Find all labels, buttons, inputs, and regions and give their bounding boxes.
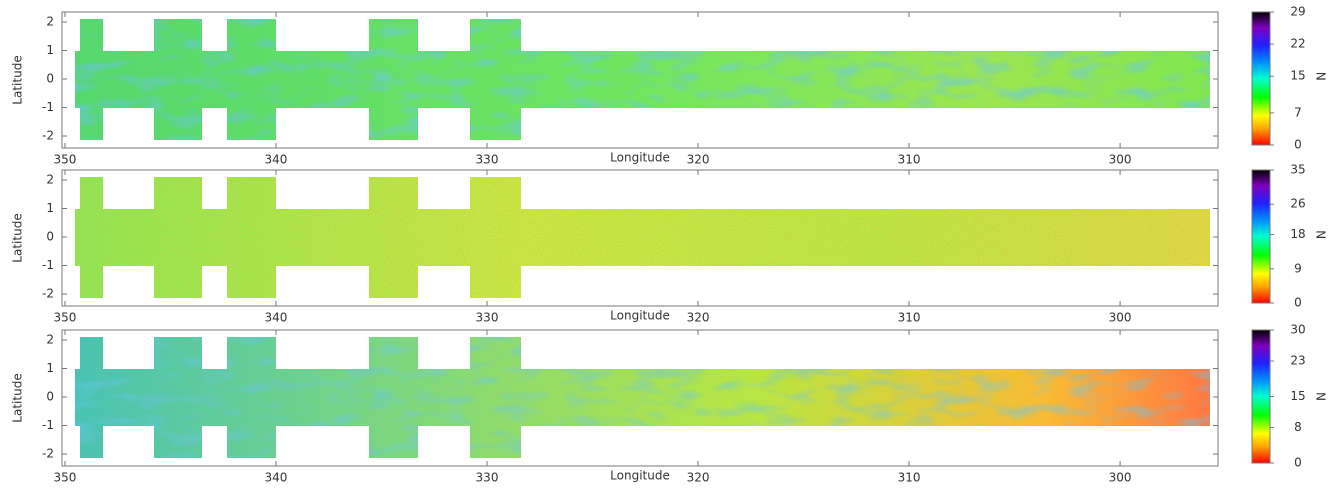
y-tick-label: -1 <box>42 100 54 114</box>
x-tick-label: 340 <box>265 471 288 485</box>
panel: 350 340 330 320 310 300-2-1012LongitudeLatitu… <box>11 163 1329 325</box>
colorbar-tick-label: 35 <box>1290 163 1305 177</box>
density-map <box>75 19 1210 140</box>
map-noise <box>75 177 1210 298</box>
y-tick-label: 1 <box>46 43 54 57</box>
density-map <box>75 177 1210 298</box>
x-tick-label: 330 <box>476 153 499 167</box>
y-axis-label: Latitude <box>11 373 25 422</box>
y-tick-label: -1 <box>42 418 54 432</box>
x-tick-label: 350 <box>54 471 77 485</box>
x-tick-label: 320 <box>687 471 710 485</box>
x-tick-label: 320 <box>687 153 710 167</box>
colorbar-tick-label: 15 <box>1290 69 1305 83</box>
x-tick-label: 320 <box>687 311 710 325</box>
y-axis-label: Latitude <box>11 55 25 104</box>
x-tick-label: 340 <box>265 311 288 325</box>
map-noise <box>75 337 1210 458</box>
x-tick-label: 330 <box>476 311 499 325</box>
colorbar-tick-label: 0 <box>1294 296 1302 310</box>
colorbar <box>1251 329 1271 464</box>
colorbar-tick-label: 23 <box>1290 354 1305 368</box>
density-map <box>75 337 1210 458</box>
colorbar-tick-label: 0 <box>1294 456 1302 470</box>
plot-frame <box>61 169 1219 307</box>
x-axis-label: Longitude <box>610 469 670 483</box>
colorbar-label: N <box>1315 230 1329 239</box>
colorbar-tick-label: 30 <box>1290 323 1305 337</box>
colorbar-tick-label: 9 <box>1294 261 1302 275</box>
map-noise <box>75 19 1210 140</box>
x-tick-label: 330 <box>476 471 499 485</box>
x-tick-label: 300 <box>1109 153 1132 167</box>
colorbar-tick-label: 26 <box>1290 197 1305 211</box>
colorbar-tick-label: 18 <box>1290 227 1305 241</box>
colorbar-tick-label: 8 <box>1294 420 1302 434</box>
x-tick-label: 300 <box>1109 471 1132 485</box>
y-axis-label: Latitude <box>11 213 25 262</box>
x-tick-label: 340 <box>265 153 288 167</box>
plot-frame <box>61 329 1219 467</box>
y-tick-label: 1 <box>46 201 54 215</box>
x-tick-label: 310 <box>898 471 921 485</box>
colorbar <box>1251 169 1271 304</box>
y-tick-label: -2 <box>42 287 54 301</box>
y-tick-label: -2 <box>42 447 54 461</box>
y-tick-label: 2 <box>46 172 54 186</box>
colorbar-tick-label: 29 <box>1290 5 1305 19</box>
x-tick-label: 300 <box>1109 311 1132 325</box>
y-tick-label: -2 <box>42 129 54 143</box>
panel: 350 340 330 320 310 300-2-1012LongitudeLatitu… <box>11 323 1329 485</box>
x-axis-label: Longitude <box>610 309 670 323</box>
y-tick-label: 0 <box>46 72 54 86</box>
plot-frame <box>61 11 1219 149</box>
colorbar-tick-label: 15 <box>1290 389 1305 403</box>
y-tick-label: 2 <box>46 14 54 28</box>
colorbar-label: N <box>1315 392 1329 401</box>
y-tick-label: 2 <box>46 332 54 346</box>
colorbar <box>1251 11 1271 146</box>
y-tick-label: 0 <box>46 230 54 244</box>
x-tick-label: 350 <box>54 311 77 325</box>
y-tick-label: -1 <box>42 258 54 272</box>
y-tick-label: 1 <box>46 361 54 375</box>
x-tick-label: 350 <box>54 153 77 167</box>
x-tick-label: 310 <box>898 153 921 167</box>
colorbar-label: N <box>1315 72 1329 81</box>
colorbar-tick-label: 22 <box>1290 37 1305 51</box>
y-tick-label: 0 <box>46 390 54 404</box>
colorbar-tick-label: 0 <box>1294 138 1302 152</box>
x-axis-label: Longitude <box>610 151 670 165</box>
x-tick-label: 310 <box>898 311 921 325</box>
panel: 350 340 330 320 310 300 -2 -1 0 1 2 Longitude Latitu… <box>11 5 1329 167</box>
colorbar-tick-label: 7 <box>1294 105 1302 119</box>
